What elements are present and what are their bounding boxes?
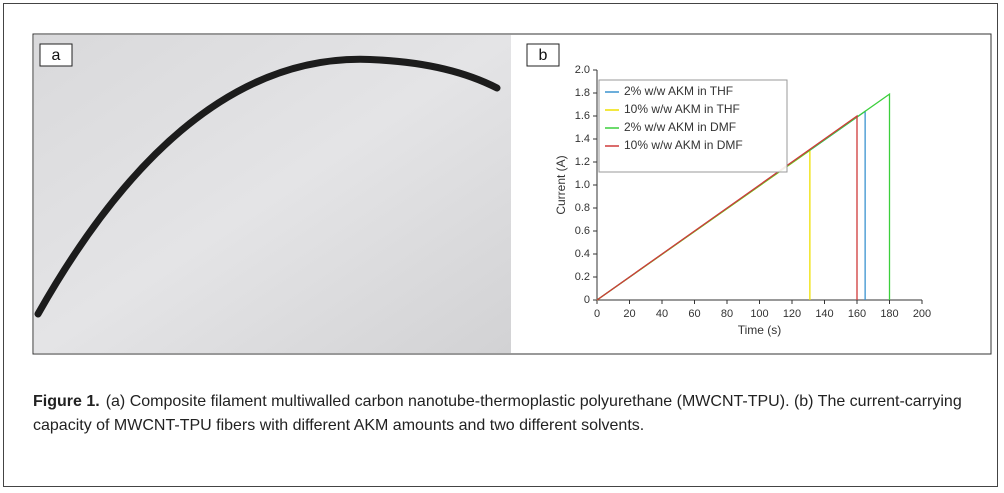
- y-axis-label: Current (A): [554, 155, 568, 214]
- x-axis-label: Time (s): [738, 323, 782, 337]
- legend-box: [598, 79, 788, 173]
- panel-label-box: [39, 43, 73, 67]
- filament: [34, 55, 501, 318]
- legend-label: 2% w/w AKM in THF: [624, 84, 733, 98]
- x-tick-label: 200: [913, 308, 931, 320]
- y-tick-label: 2.0: [575, 64, 590, 76]
- x-tick-label: 0: [594, 308, 600, 320]
- legend-label: 10% w/w AKM in THF: [624, 102, 740, 116]
- x-tick-label: 60: [688, 308, 700, 320]
- x-tick-label: 20: [623, 308, 635, 320]
- x-tick-label: 40: [656, 308, 668, 320]
- chart: 0 0.2 0.4 0.6 0.8 1.0 1.2 1.4 1.6 1.8 2.0 0 20 40 60 80…: [554, 64, 931, 337]
- y-tick-label: 0.6: [575, 225, 590, 237]
- x-tick-label: 100: [750, 308, 768, 320]
- caption-label: Figure 1.: [33, 393, 100, 410]
- series-line: [596, 114, 858, 301]
- figure-frame: [3, 3, 998, 487]
- x-tick-label: 180: [880, 308, 898, 320]
- y-tick-label: 1.0: [575, 179, 590, 191]
- panel-label: b: [539, 47, 548, 64]
- legend-label: 10% w/w AKM in DMF: [624, 138, 743, 152]
- legend-label: 2% w/w AKM in DMF: [624, 120, 736, 134]
- x-tick-label: 80: [721, 308, 733, 320]
- photo: [34, 35, 511, 353]
- y-tick-label: 1.6: [575, 110, 590, 122]
- y-tick-label: 1.4: [575, 133, 590, 145]
- y-tick-label: 0: [584, 294, 590, 306]
- x-tick-label: 140: [815, 308, 833, 320]
- y-tick-label: 0.8: [575, 202, 590, 214]
- x-tick-label: 120: [783, 308, 801, 320]
- panel-label-box: [526, 43, 560, 67]
- caption: Figure 1. (a) Composite filament multiwal…: [33, 390, 991, 438]
- panel-label: a: [52, 47, 61, 64]
- y-tick-label: 0.4: [575, 248, 590, 260]
- caption-text: (a) Composite filament multiwalled carbo…: [33, 393, 962, 434]
- y-tick-label: 0.2: [575, 271, 590, 283]
- x-tick-label: 160: [848, 308, 866, 320]
- y-tick-label: 1.2: [575, 156, 590, 168]
- y-tick-label: 1.8: [575, 87, 590, 99]
